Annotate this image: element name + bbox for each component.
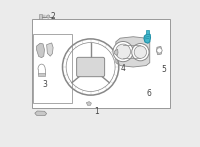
Polygon shape (114, 49, 118, 55)
Polygon shape (37, 43, 44, 58)
Circle shape (113, 41, 133, 62)
Circle shape (132, 44, 149, 61)
Bar (33, 34, 72, 103)
Polygon shape (86, 102, 91, 106)
Text: 5: 5 (162, 65, 167, 74)
Text: 1: 1 (94, 107, 99, 116)
Circle shape (116, 44, 131, 59)
FancyBboxPatch shape (39, 14, 42, 19)
Polygon shape (144, 33, 150, 43)
Circle shape (157, 48, 162, 53)
Bar (38, 73, 45, 76)
Polygon shape (47, 43, 53, 56)
Polygon shape (35, 111, 47, 116)
Text: 3: 3 (42, 80, 47, 89)
Polygon shape (116, 37, 150, 67)
FancyBboxPatch shape (77, 57, 105, 77)
FancyBboxPatch shape (146, 30, 149, 34)
Text: 4: 4 (121, 64, 126, 73)
Text: 2: 2 (51, 12, 56, 21)
Bar (32, 19, 170, 108)
Polygon shape (157, 46, 162, 55)
Circle shape (134, 46, 147, 58)
Text: 6: 6 (147, 89, 151, 98)
